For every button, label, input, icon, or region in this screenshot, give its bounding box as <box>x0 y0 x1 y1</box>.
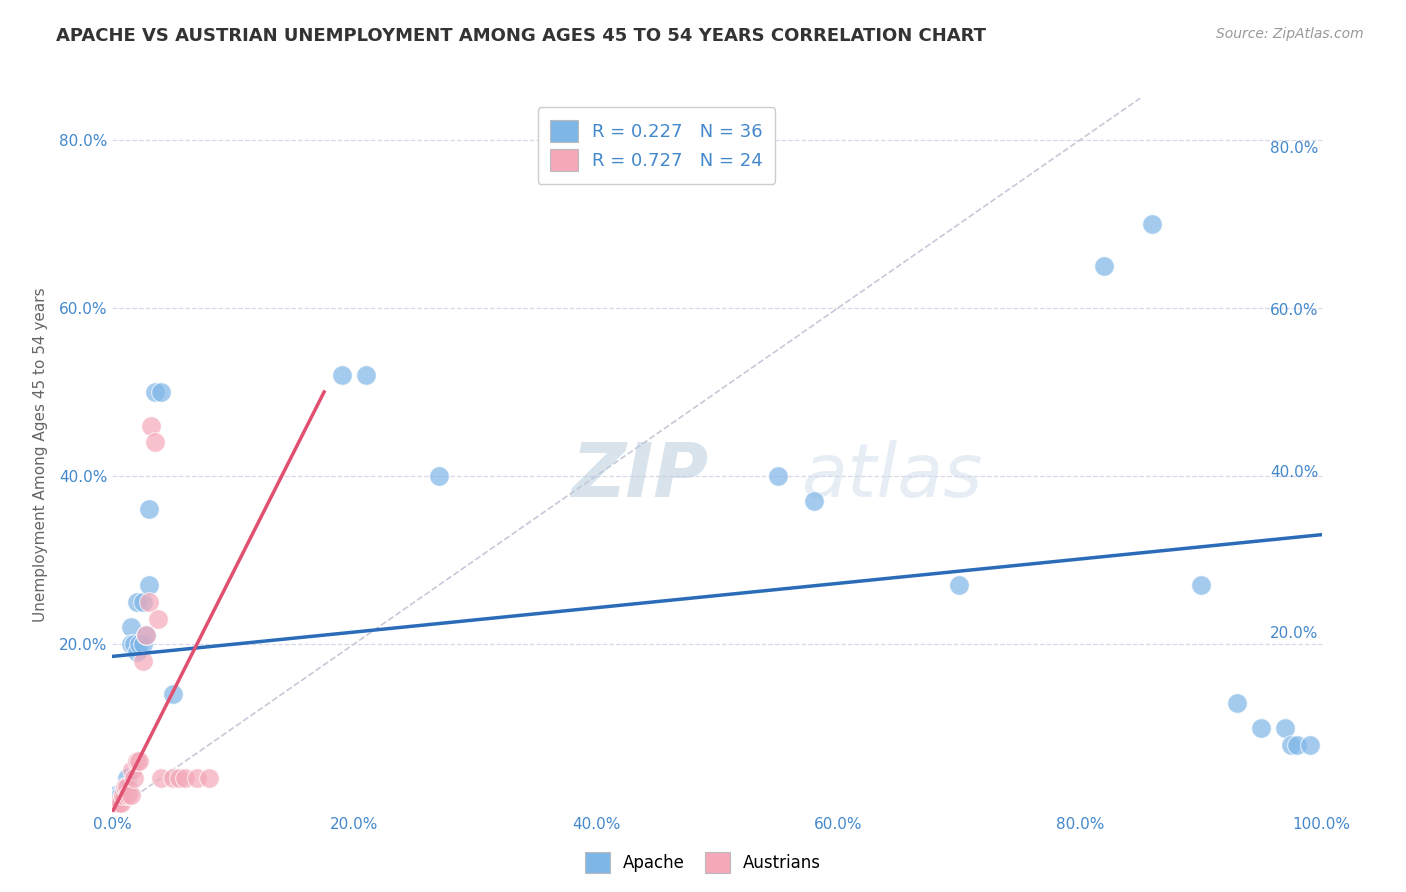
Point <box>458 464 481 478</box>
Point <box>796 488 818 502</box>
Point <box>1232 723 1256 737</box>
Text: ZIP: ZIP <box>591 434 727 508</box>
Point <box>225 755 247 769</box>
Point <box>197 568 219 582</box>
Point <box>174 771 197 785</box>
Point <box>186 739 209 753</box>
Point <box>195 617 218 632</box>
Point <box>371 367 394 381</box>
Text: APACHE VS AUSTRIAN UNEMPLOYMENT AMONG AGES 45 TO 54 YEARS CORRELATION CHART: APACHE VS AUSTRIAN UNEMPLOYMENT AMONG AG… <box>56 27 986 45</box>
Point <box>208 383 231 397</box>
Point <box>181 747 204 761</box>
Point <box>195 617 218 632</box>
Point <box>1243 723 1265 737</box>
Point <box>1057 261 1080 276</box>
Point <box>1102 221 1125 235</box>
Point <box>179 771 201 785</box>
Point <box>176 771 198 785</box>
Point <box>170 779 193 793</box>
Point <box>191 641 214 656</box>
Text: Source: ZipAtlas.com: Source: ZipAtlas.com <box>1216 27 1364 41</box>
Point <box>928 568 950 582</box>
Point <box>240 755 263 769</box>
Point <box>188 739 211 753</box>
Point <box>179 763 201 777</box>
Point <box>197 496 219 510</box>
Point <box>186 633 209 648</box>
Point <box>1144 568 1167 582</box>
Point <box>208 755 231 769</box>
Point <box>172 779 194 793</box>
Point <box>197 585 219 599</box>
Point <box>1178 681 1201 696</box>
Point <box>181 625 204 640</box>
Text: atlas: atlas <box>797 435 979 507</box>
Point <box>200 415 222 429</box>
Point <box>186 585 209 599</box>
Point <box>231 755 253 769</box>
Point <box>172 771 194 785</box>
Legend: R = 0.227   N = 36, R = 0.727   N = 24: R = 0.227 N = 36, R = 0.727 N = 24 <box>547 116 785 193</box>
Point <box>202 431 225 445</box>
Point <box>1227 723 1250 737</box>
Point <box>177 755 200 769</box>
Point <box>174 771 197 785</box>
Point <box>219 673 242 688</box>
Point <box>172 771 194 785</box>
Point <box>176 763 198 777</box>
Point <box>167 771 190 785</box>
Point <box>167 779 190 793</box>
Point <box>181 771 204 785</box>
Point <box>184 755 207 769</box>
Point <box>394 367 416 381</box>
Point <box>763 464 786 478</box>
Point <box>1199 706 1222 720</box>
Point <box>1222 706 1244 720</box>
Point <box>191 625 214 640</box>
Point <box>184 625 207 640</box>
Y-axis label: Unemployment Among Ages 45 to 54 years: Unemployment Among Ages 45 to 54 years <box>32 283 48 618</box>
Point <box>191 585 214 599</box>
Point <box>202 383 225 397</box>
Point <box>188 625 211 640</box>
Point <box>205 601 228 615</box>
Legend: Apache, Austrians: Apache, Austrians <box>578 846 828 880</box>
Point <box>177 763 200 777</box>
Point <box>181 609 204 624</box>
Point <box>219 755 242 769</box>
Point <box>252 755 274 769</box>
